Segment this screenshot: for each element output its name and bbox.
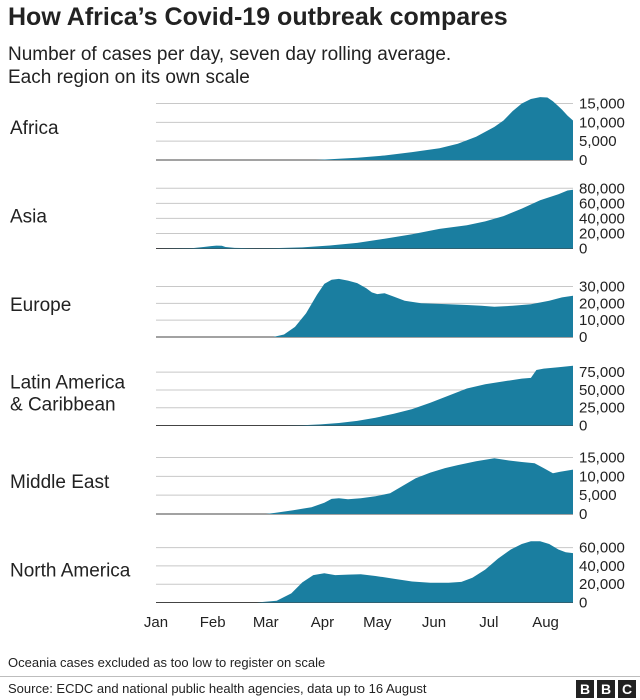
series-area xyxy=(156,97,573,160)
x-tick-label: Mar xyxy=(253,614,279,631)
series-area xyxy=(156,458,573,514)
y-tick-label: 15,000 xyxy=(579,450,625,467)
region-label: North America xyxy=(10,561,131,582)
region-label: Asia xyxy=(10,207,47,228)
logo-letter: C xyxy=(618,680,636,698)
x-tick-label: Jan xyxy=(144,614,168,631)
subtitle-line: Each region on its own scale xyxy=(8,67,250,88)
source-note: Source: ECDC and national public health … xyxy=(8,681,427,696)
y-tick-label: 15,000 xyxy=(579,96,625,113)
y-tick-label: 5,000 xyxy=(579,133,617,150)
y-tick-label: 0 xyxy=(579,506,587,523)
y-tick-label: 40,000 xyxy=(579,558,625,575)
series-area xyxy=(156,278,573,337)
y-tick-label: 0 xyxy=(579,329,587,346)
x-axis: Jan Feb Mar Apr May Jun Jul Aug xyxy=(144,614,559,631)
chart-title: How Africa’s Covid-19 outbreak compares xyxy=(8,3,508,31)
footer-divider xyxy=(0,676,640,677)
region-label: Europe xyxy=(10,295,71,316)
y-tick-label: 80,000 xyxy=(579,180,625,197)
logo-letter: B xyxy=(597,680,615,698)
x-tick-label: Apr xyxy=(311,614,334,631)
x-tick-label: Aug xyxy=(532,614,559,631)
region-label: & Caribbean xyxy=(10,395,116,416)
x-tick-label: Feb xyxy=(200,614,226,631)
x-tick-label: Jun xyxy=(422,614,446,631)
small-multiples-chart: 05,00010,00015,000Africa020,00040,00060,… xyxy=(10,96,625,631)
y-tick-label: 5,000 xyxy=(579,487,617,504)
y-tick-label: 60,000 xyxy=(579,540,625,557)
y-tick-label: 10,000 xyxy=(579,312,625,329)
y-tick-label: 50,000 xyxy=(579,382,625,399)
series-area xyxy=(156,541,573,603)
y-tick-label: 30,000 xyxy=(579,278,625,295)
y-tick-label: 20,000 xyxy=(579,576,625,593)
series-area xyxy=(156,365,573,426)
footnote: Oceania cases excluded as too low to reg… xyxy=(8,655,326,670)
x-tick-label: Jul xyxy=(479,614,498,631)
y-tick-label: 10,000 xyxy=(579,114,625,131)
region-label: Africa xyxy=(10,118,59,139)
logo-letter: B xyxy=(576,680,594,698)
region-label: Latin America xyxy=(10,373,126,394)
y-tick-label: 0 xyxy=(579,418,587,435)
y-tick-label: 0 xyxy=(579,595,587,612)
y-tick-label: 0 xyxy=(579,152,587,169)
y-tick-label: 60,000 xyxy=(579,195,625,212)
y-tick-label: 40,000 xyxy=(579,210,625,227)
region-label: Middle East xyxy=(10,472,110,493)
x-tick-label: May xyxy=(363,614,392,631)
y-tick-label: 25,000 xyxy=(579,400,625,417)
y-tick-label: 0 xyxy=(579,241,587,258)
subtitle-line: Number of cases per day, seven day rolli… xyxy=(8,44,452,65)
y-tick-label: 10,000 xyxy=(579,468,625,485)
y-tick-label: 20,000 xyxy=(579,295,625,312)
series-area xyxy=(156,189,573,249)
y-tick-label: 20,000 xyxy=(579,225,625,242)
y-tick-label: 75,000 xyxy=(579,364,625,381)
bbc-logo: B B C xyxy=(576,680,636,698)
chart-subtitle: Number of cases per day, seven day rolli… xyxy=(8,43,451,89)
